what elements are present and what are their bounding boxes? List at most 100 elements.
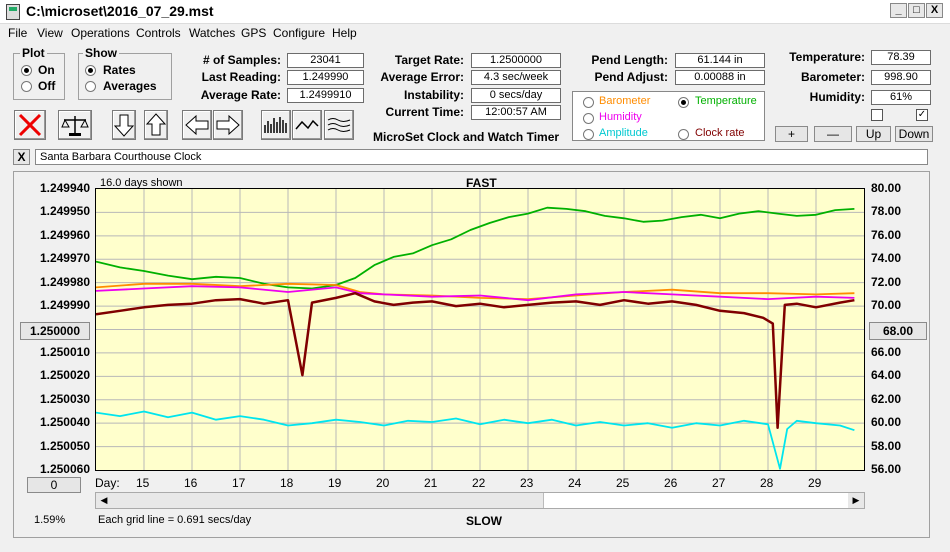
balance-button[interactable] xyxy=(58,110,92,140)
secondary-plot-selector xyxy=(572,91,765,141)
menu-configure[interactable]: Configure xyxy=(273,26,326,40)
zoom-zero-button[interactable]: 0 xyxy=(27,477,81,493)
average-error-label: Average Error: xyxy=(380,70,464,84)
app-caption: MicroSet Clock and Watch Timer xyxy=(373,130,560,144)
balance-scale-icon xyxy=(61,116,89,136)
amplitude-radio[interactable] xyxy=(583,129,594,140)
samples-value: 23041 xyxy=(287,53,364,68)
target-rate-label: Target Rate: xyxy=(394,53,464,67)
left-tick-label: 1.250030 xyxy=(39,391,90,406)
clear-clock-button[interactable]: X xyxy=(13,149,30,165)
last-reading-value: 1.249990 xyxy=(287,70,364,85)
x-tick-label: 16 xyxy=(184,476,198,490)
wave-icon xyxy=(295,119,319,130)
instability-value: 0 secs/day xyxy=(471,88,561,103)
menu-help[interactable]: Help xyxy=(332,26,357,40)
left-tick-label: 1.250050 xyxy=(39,438,90,453)
x-tick-label: 26 xyxy=(664,476,678,490)
x-tick-label: 25 xyxy=(616,476,630,490)
scroll-left-icon[interactable]: ◀ xyxy=(100,495,108,505)
bar-plot-button[interactable] xyxy=(261,110,291,140)
show-rates-label: Rates xyxy=(103,63,136,77)
left-tick-label: 1.249990 xyxy=(39,298,90,313)
current-time-value: 12:00:57 AM xyxy=(471,105,561,120)
percent-readout: 1.59% xyxy=(34,514,66,526)
humidity-value: 61% xyxy=(871,90,931,105)
amplitude-option-label: Amplitude xyxy=(599,127,648,139)
show-averages-radio[interactable] xyxy=(85,81,96,92)
stop-button[interactable] xyxy=(14,110,46,140)
left-tick-label: 1.249980 xyxy=(39,274,90,289)
clock-rate-option-label: Clock rate xyxy=(695,127,745,139)
down-arrow-button[interactable] xyxy=(112,110,136,140)
menu-controls[interactable]: Controls xyxy=(136,26,181,40)
pend-adjust-label: Pend Adjust: xyxy=(594,70,668,84)
temperature-option-label: Temperature xyxy=(695,95,757,107)
maximize-button[interactable]: □ xyxy=(908,3,925,18)
right-tick-label: 80.00 xyxy=(871,181,902,195)
left-arrow-button[interactable] xyxy=(182,110,212,140)
checkbox-right[interactable]: ✓ xyxy=(916,109,928,121)
menu-watches[interactable]: Watches xyxy=(189,26,236,40)
menu-file[interactable]: File xyxy=(8,26,28,40)
checkbox-left[interactable] xyxy=(871,109,883,121)
humidity-label: Humidity: xyxy=(809,90,865,104)
scale-minus-button[interactable]: — xyxy=(814,126,852,142)
pend-length-label: Pend Length: xyxy=(591,53,668,67)
line-plot-button[interactable] xyxy=(292,110,322,140)
show-rates-radio[interactable] xyxy=(85,65,96,76)
right-tick-label: 58.00 xyxy=(871,438,902,453)
humidity-radio[interactable] xyxy=(583,113,594,124)
menu-operations[interactable]: Operations xyxy=(71,26,130,40)
left-tick-label: 1.250040 xyxy=(39,415,90,430)
target-rate-value: 1.2500000 xyxy=(471,53,561,68)
left-center-button[interactable]: 1.250000 xyxy=(20,322,90,340)
plot-on-radio[interactable] xyxy=(21,65,32,76)
pend-adjust-value: 0.00088 in xyxy=(675,70,765,85)
clock-name-field[interactable]: Santa Barbara Courthouse Clock xyxy=(35,149,928,165)
menu-bar: File View Operations Controls Watches GP… xyxy=(0,24,950,44)
x-tick-label: 18 xyxy=(280,476,294,490)
right-tick-label: 66.00 xyxy=(871,344,902,359)
arrow-left-icon xyxy=(185,114,209,136)
chart-plot-area xyxy=(95,188,865,471)
window-title: C:\microset\2016_07_29.mst xyxy=(26,3,214,19)
x-axis-label: Day: xyxy=(95,476,120,490)
menu-gps[interactable]: GPS xyxy=(241,26,267,40)
scale-up-button[interactable]: Up xyxy=(856,126,891,142)
scroll-thumb[interactable] xyxy=(543,493,848,508)
right-tick-label: 60.00 xyxy=(871,415,902,430)
x-tick-label: 20 xyxy=(376,476,390,490)
scroll-right-icon[interactable]: ▶ xyxy=(852,495,860,505)
temperature-label: Temperature: xyxy=(789,50,865,64)
plot-off-radio[interactable] xyxy=(21,81,32,92)
x-tick-label: 21 xyxy=(424,476,438,490)
show-group-title: Show xyxy=(83,46,119,60)
left-tick-label: 1.250020 xyxy=(39,368,90,383)
plot-on-label: On xyxy=(38,63,55,77)
minimize-button[interactable]: _ xyxy=(890,3,907,18)
current-time-label: Current Time: xyxy=(385,105,464,119)
scale-down-button[interactable]: Down xyxy=(895,126,933,142)
right-arrow-button[interactable] xyxy=(213,110,243,140)
close-window-button[interactable]: X xyxy=(926,3,943,18)
plot-group-title: Plot xyxy=(20,46,47,60)
temperature-value: 78.39 xyxy=(871,50,931,65)
right-tick-label: 76.00 xyxy=(871,227,902,242)
barometer-radio[interactable] xyxy=(583,97,594,108)
last-reading-label: Last Reading: xyxy=(201,70,281,84)
scale-plus-button[interactable]: + xyxy=(775,126,808,142)
stop-x-icon xyxy=(18,113,42,137)
barometer-option-label: Barometer xyxy=(599,95,651,107)
horizontal-scrollbar[interactable]: ◀ ▶ xyxy=(95,492,865,509)
multi-line-button[interactable] xyxy=(324,110,354,140)
clock-rate-radio[interactable] xyxy=(678,129,689,140)
left-tick-label: 1.250010 xyxy=(39,344,90,359)
up-arrow-button[interactable] xyxy=(144,110,168,140)
menu-view[interactable]: View xyxy=(37,26,63,40)
show-averages-label: Averages xyxy=(103,79,157,93)
temperature-radio[interactable] xyxy=(678,97,689,108)
arrow-right-icon xyxy=(216,114,240,136)
right-center-button[interactable]: 68.00 xyxy=(869,322,927,340)
samples-label: # of Samples: xyxy=(202,53,281,67)
